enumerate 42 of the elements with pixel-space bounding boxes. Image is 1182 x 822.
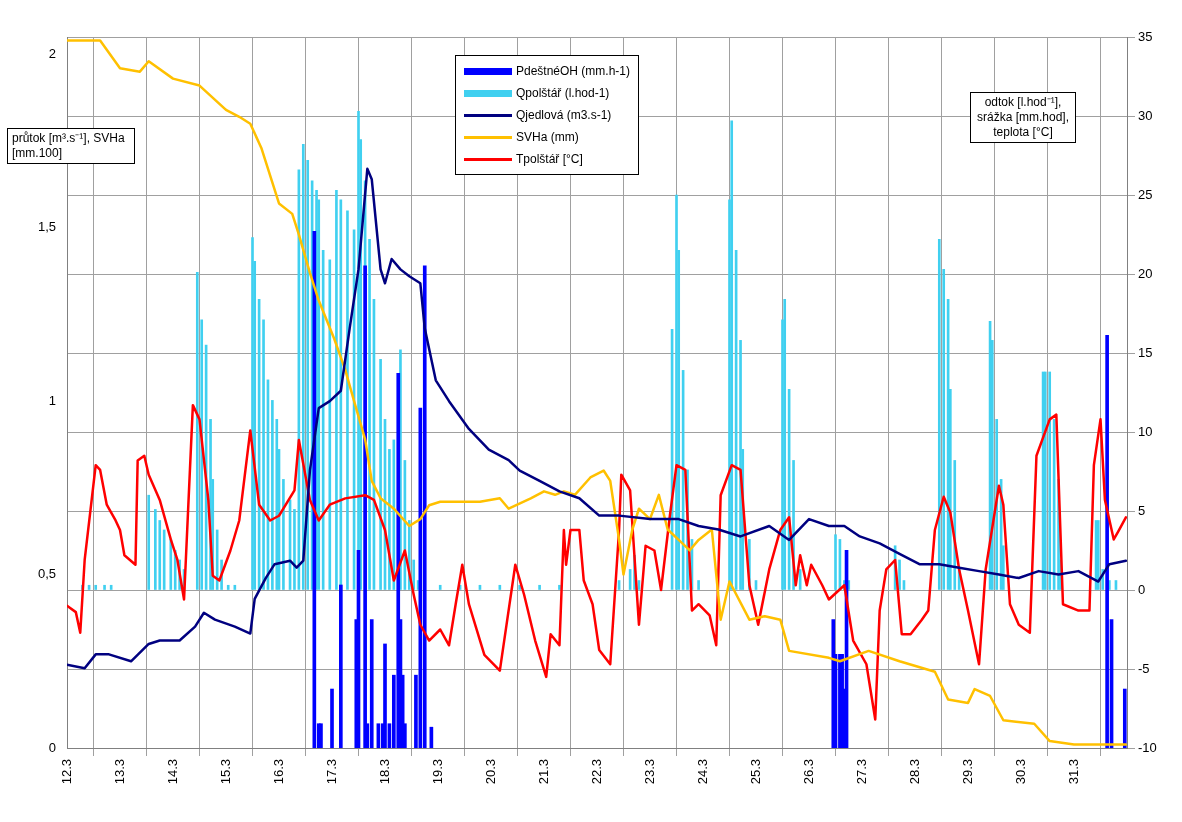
legend-label: PdeštnéOH (mm.h-1): [516, 64, 631, 78]
x-tick-label: 18.3: [376, 759, 392, 785]
x-tick-label: 19.3: [429, 759, 445, 785]
y2-tick-label: 0: [1138, 581, 1146, 597]
x-tick-label: 16.3: [270, 759, 286, 785]
y-tick-label: 0,5: [37, 566, 56, 582]
y2-tick-label: 25: [1138, 186, 1153, 202]
legend-label: Qpolštář (l.hod-1): [516, 86, 610, 100]
y2-tick-label: -10: [1138, 739, 1157, 755]
x-tick-label: 24.3: [694, 759, 710, 785]
y2-tick-label: 15: [1138, 344, 1153, 360]
x-tick-label: 13.3: [111, 759, 127, 785]
x-tick-label: 22.3: [588, 759, 604, 785]
x-tick-label: 23.3: [641, 759, 657, 785]
x-tick-label: 26.3: [800, 759, 816, 785]
legend-label: Tpolštář [°C]: [516, 152, 583, 166]
x-tick-label: 20.3: [482, 759, 498, 785]
x-tick-label: 28.3: [906, 759, 922, 785]
y-tick-label: 1,5: [37, 219, 56, 235]
x-tick-label: 29.3: [959, 759, 975, 785]
y2-tick-label: -5: [1138, 660, 1150, 676]
y-tick-label: 2: [48, 45, 56, 61]
x-tick-label: 21.3: [535, 759, 551, 785]
y2-tick-label: 30: [1138, 107, 1153, 123]
y2-tick-label: 10: [1138, 423, 1153, 439]
y-axis-title: průtok [m³.s⁻¹], SVHa [mm.100]: [7, 128, 135, 164]
x-tick-label: 14.3: [164, 759, 180, 785]
y2-tick-label: 35: [1138, 28, 1153, 44]
y2-tick-label: 5: [1138, 502, 1146, 518]
x-tick-label: 17.3: [323, 759, 339, 785]
legend-label: SVHa (mm): [516, 130, 579, 144]
y-tick-label: 0: [48, 739, 56, 755]
x-tick-label: 15.3: [217, 759, 233, 785]
x-tick-label: 27.3: [853, 759, 869, 785]
legend-label: Qjedlová (m3.s-1): [516, 108, 612, 122]
x-tick-label: 31.3: [1065, 759, 1081, 785]
x-tick-label: 12.3: [58, 759, 74, 785]
y2-axis-title: odtok [l.hod⁻¹], srážka [mm.hod], teplota [°C]: [970, 92, 1076, 143]
y-tick-label: 1: [48, 392, 56, 408]
x-tick-label: 30.3: [1012, 759, 1028, 785]
x-tick-label: 25.3: [747, 759, 763, 785]
y2-tick-label: 20: [1138, 265, 1153, 281]
